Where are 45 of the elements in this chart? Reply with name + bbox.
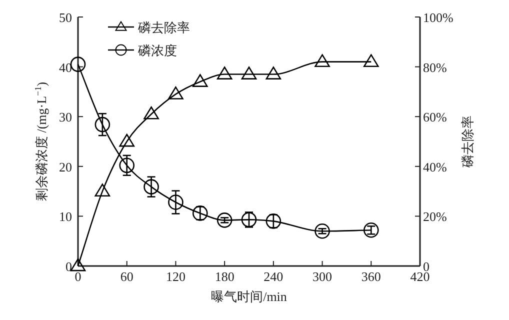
x-tick-label: 60 xyxy=(120,269,134,284)
point xyxy=(241,212,257,228)
point xyxy=(363,54,379,68)
legend-label: 磷去除率 xyxy=(137,20,190,35)
point xyxy=(119,134,135,147)
y2-tick-label: 80% xyxy=(423,60,447,75)
legend-label: 磷浓度 xyxy=(137,43,177,58)
point xyxy=(363,222,379,238)
point xyxy=(168,194,184,210)
x-tick-label: 0 xyxy=(74,269,82,284)
point xyxy=(216,66,232,80)
x-tick-label: 120 xyxy=(166,269,186,284)
x-tick-label: 240 xyxy=(264,269,284,284)
point xyxy=(314,54,330,68)
point xyxy=(168,86,184,100)
y2-tick-label: 100% xyxy=(423,10,454,25)
y-tick-label: 50 xyxy=(59,10,72,25)
y-tick-label: 40 xyxy=(59,60,72,75)
point xyxy=(216,212,232,228)
point xyxy=(144,106,159,120)
point xyxy=(94,184,110,196)
point xyxy=(241,66,257,80)
y-tick-label: 10 xyxy=(59,209,72,224)
y-tick-label: 20 xyxy=(59,159,72,174)
x-axis-title: 曝气时间/min xyxy=(211,289,288,304)
point xyxy=(119,158,135,174)
point xyxy=(314,223,330,239)
x-tick-label: 300 xyxy=(312,269,332,284)
point xyxy=(192,74,208,87)
point xyxy=(144,179,159,194)
point xyxy=(70,258,86,272)
point xyxy=(70,56,86,72)
y2-tick-label: 60% xyxy=(423,110,447,125)
y2-axis-title: 磷去除率 xyxy=(460,116,475,168)
y2-tick-label: 0 xyxy=(423,259,430,274)
x-tick-label: 360 xyxy=(361,269,381,284)
y-tick-label: 30 xyxy=(59,110,72,125)
point xyxy=(192,206,208,221)
y2-tick-label: 40% xyxy=(423,159,447,174)
y-tick-label: 0 xyxy=(66,259,72,274)
point xyxy=(266,66,282,80)
x-tick-label: 180 xyxy=(214,269,234,284)
y2-tick-label: 20% xyxy=(423,209,447,224)
point xyxy=(94,116,110,132)
point xyxy=(266,214,282,229)
